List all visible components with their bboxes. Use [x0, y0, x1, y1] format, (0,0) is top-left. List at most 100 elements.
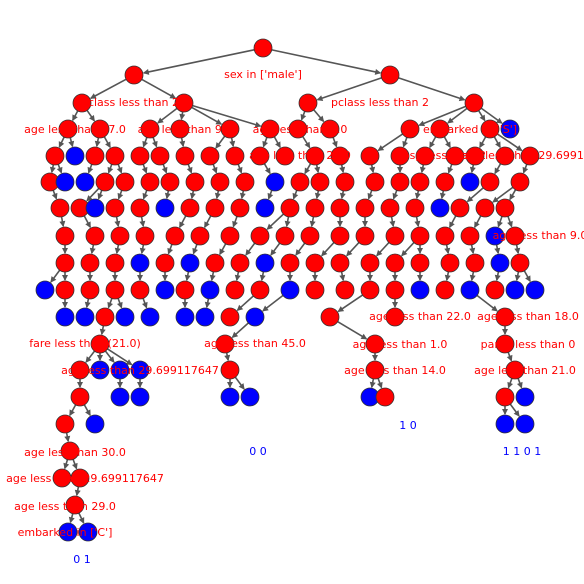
tree-edge [418, 105, 466, 126]
edge-arrowhead [495, 141, 501, 149]
edge-arrowhead [259, 274, 266, 282]
decision-node [95, 172, 115, 192]
edge-arrowhead [74, 489, 81, 497]
node-label-age29-699-b: age less than 29.699117647 [6, 472, 164, 485]
edge-arrowhead [419, 166, 426, 174]
node-label-age1: age less than 1.0 [353, 338, 448, 351]
leaf-node [75, 307, 95, 327]
tree-labels: sex in ['male'] pclass less than 2 pclas… [6, 68, 584, 539]
leaf-node [155, 280, 175, 300]
decision-node [280, 198, 300, 218]
edge-arrowhead [108, 356, 115, 363]
tree-edge [191, 106, 222, 125]
edge-arrowhead [59, 220, 66, 228]
tree-edge [143, 49, 255, 74]
decision-node [190, 226, 210, 246]
edge-arrowhead [266, 223, 274, 230]
edge-arrowhead [304, 141, 311, 149]
decision-node [410, 172, 430, 192]
decision-node [55, 226, 75, 246]
edge-arrowhead [367, 192, 374, 200]
edge-arrowhead [169, 93, 177, 99]
decision-node [220, 307, 240, 327]
decision-node [485, 280, 505, 300]
edge-arrowhead [215, 142, 222, 149]
edge-arrowhead [87, 275, 93, 281]
edge-arrowhead [515, 145, 523, 151]
leaf-node [130, 253, 150, 273]
edge-arrowhead [417, 275, 423, 281]
edge-arrowhead [87, 166, 94, 174]
edge-arrowhead [179, 221, 185, 229]
leaf-node [280, 280, 300, 300]
leaf-node [130, 360, 150, 380]
edge-arrowhead [414, 192, 421, 200]
leaf-node [130, 387, 150, 407]
edge-arrowhead [492, 196, 499, 203]
edge-arrowhead [522, 166, 529, 174]
edge-arrowhead [516, 381, 523, 389]
edge-arrowhead [429, 141, 435, 149]
decision-node [130, 146, 150, 166]
node-label-age14: age less than 14.0 [344, 364, 446, 377]
edge-arrowhead [224, 354, 231, 362]
edge-arrowhead [312, 275, 318, 281]
decision-node [380, 65, 400, 85]
leaf-node [200, 280, 220, 300]
decision-node [210, 172, 230, 192]
leaf-node [505, 280, 525, 300]
tree-edge [337, 320, 367, 340]
edge-arrowhead [58, 141, 65, 148]
node-label-right-2b: embarked in ['S'] [423, 123, 517, 136]
node-label-fare: fare less than (21.0) [29, 337, 141, 350]
edge-arrowhead [496, 117, 503, 124]
edge-arrowhead [514, 274, 521, 282]
edge-arrowhead [89, 93, 97, 99]
edge-arrowhead [513, 410, 520, 417]
decision-node [288, 119, 308, 139]
edge-arrowhead [287, 275, 293, 281]
decision-node [72, 93, 92, 113]
leaf-node [110, 360, 130, 380]
decision-node [205, 253, 225, 273]
decision-node [510, 253, 530, 273]
decision-node [480, 119, 500, 139]
edge-arrowhead [162, 275, 168, 281]
decision-node [405, 198, 425, 218]
tree-edge [141, 78, 176, 99]
decision-node [335, 172, 355, 192]
edge-arrowhead [372, 355, 378, 361]
decision-node [185, 172, 205, 192]
edge-arrowhead [494, 167, 501, 175]
decision-node [450, 198, 470, 218]
decision-node [105, 253, 125, 273]
node-label-right-3b: sibsp less than 2 [394, 149, 486, 162]
node-label-age9-right: age less than 9.0 [493, 229, 584, 242]
edge-arrowhead [362, 221, 368, 227]
edge-arrowhead [376, 381, 383, 389]
decision-node [200, 146, 220, 166]
edge-arrowhead [254, 121, 262, 128]
edge-arrowhead [72, 114, 78, 122]
edge-arrowhead [525, 275, 531, 283]
edge-arrowhead [392, 275, 398, 281]
tree-edge [192, 104, 261, 127]
tree-edge [398, 77, 465, 101]
decision-node [360, 146, 380, 166]
node-label-parch: parch less than 0 [481, 338, 576, 351]
decision-node [230, 253, 250, 273]
edge-arrowhead [376, 249, 383, 257]
edge-arrowhead [369, 381, 376, 389]
decision-node [175, 146, 195, 166]
node-label-left-2b: age less than 9.0 [138, 123, 233, 136]
leaf-node [55, 172, 75, 192]
decision-node [220, 119, 240, 139]
decision-node [225, 146, 245, 166]
decision-node [365, 172, 385, 192]
decision-node [105, 280, 125, 300]
edge-arrowhead [69, 409, 75, 417]
edge-arrowhead [71, 462, 78, 470]
node-label-right-3a: age less than 23.0 [249, 149, 351, 162]
edge-arrowhead [339, 274, 346, 282]
edge-arrowhead [292, 192, 299, 200]
